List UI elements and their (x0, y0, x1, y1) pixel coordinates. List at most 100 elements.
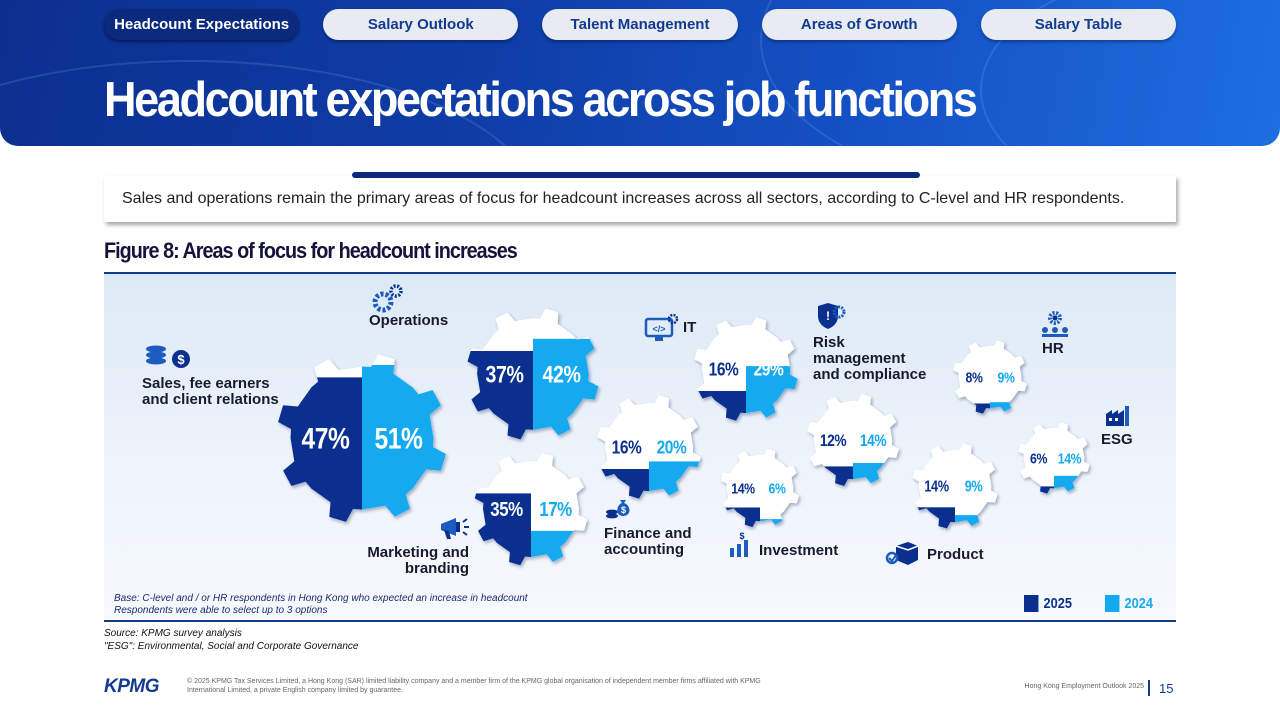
tab-talent-management[interactable]: Talent Management (542, 9, 738, 40)
bar-2024-hr (990, 402, 1027, 414)
gear-body-hr (953, 340, 1027, 414)
gears-person-icon (371, 283, 407, 317)
label-marketing: Marketing and branding (361, 545, 469, 577)
label-marketing-line-2: branding (404, 560, 469, 577)
tab-salary-table[interactable]: Salary Table (980, 9, 1177, 40)
growth-chart-icon: $ (728, 531, 754, 563)
label-risk-line-3: and compliance (813, 366, 927, 383)
value-2024-esg: 14% (1058, 450, 1082, 466)
box-icon (884, 538, 920, 572)
label-finance: Finance and accounting (604, 526, 692, 558)
gear-investment: 14% 6% (720, 448, 800, 528)
value-2025-hr: 8% (966, 369, 983, 385)
source-note: Source: KPMG survey analysis "ESG": Envi… (104, 627, 358, 653)
label-sales-line-2: and client relations (142, 391, 279, 408)
base-note: Base: C-level and / or HR respondents in… (114, 593, 528, 617)
svg-text:$: $ (739, 531, 744, 541)
tab-headcount-expectations[interactable]: Headcount Expectations (104, 9, 300, 40)
label-risk-line-1: Risk (813, 334, 845, 351)
value-2024-operations: 42% (543, 361, 581, 388)
figure-bottom-rule (104, 620, 1176, 622)
svg-text:$: $ (621, 505, 626, 515)
bar-2025-it (694, 391, 746, 421)
value-2025-finance-and-accounting: 16% (612, 436, 642, 458)
tab-areas-of-growth[interactable]: Areas of Growth (761, 9, 957, 40)
bar-2025-investment (720, 507, 760, 528)
legal-notice: © 2025 KPMG Tax Services Limited, a Hong… (187, 678, 761, 694)
figure-title: Figure 8: Areas of focus for headcount i… (104, 238, 518, 263)
people-icon (1040, 310, 1070, 342)
page-title: Headcount expectations across job functi… (104, 73, 978, 127)
legend-label-2024: 2024 (1124, 595, 1153, 612)
legend-swatch-2024 (1105, 595, 1120, 612)
money-bag-icon: $ (604, 494, 634, 526)
value-2024-finance-and-accounting: 20% (657, 436, 687, 458)
base-note-line-2: Respondents were able to select up to 3 … (114, 605, 328, 616)
value-2024-hr: 9% (998, 369, 1015, 385)
value-2024-it: 29% (754, 358, 784, 380)
legend-2025: 2025 (1024, 595, 1072, 612)
publication-name: Hong Kong Employment Outlook 2025 (1024, 683, 1144, 690)
coins-dollar-icon: $ (144, 342, 192, 374)
legend-label-2025: 2025 (1043, 595, 1072, 612)
bar-2025-hr (953, 403, 990, 414)
bar-2024-risk-management-and-compliance (853, 463, 899, 486)
gear-finance-and-accounting: 16% 20% (597, 395, 701, 499)
summary-text: Sales and operations remain the primary … (122, 190, 1125, 207)
factory-icon (1104, 402, 1132, 432)
label-sales: Sales, fee earners and client relations (142, 376, 279, 408)
svg-text:</>: </> (652, 324, 665, 334)
monitor-code-icon: </> (644, 313, 680, 347)
figure-top-rule (104, 272, 1176, 274)
gear-product: 14% 9% (912, 443, 998, 529)
value-2025-product: 14% (924, 478, 949, 495)
value-2024-sales-fee-earners-and-client-relations: 51% (375, 421, 423, 455)
gear-marketing-and-branding: 35% 17% (474, 452, 588, 566)
bar-2024-esg (1054, 475, 1090, 494)
label-it: IT (683, 319, 697, 336)
gear-esg: 6% 14% (1018, 422, 1090, 494)
label-marketing-line-1: Marketing and (367, 544, 469, 561)
bar-2025-risk-management-and-compliance (807, 466, 853, 486)
base-note-line-1: Base: C-level and / or HR respondents in… (114, 593, 528, 604)
label-product: Product (927, 546, 984, 563)
value-2025-investment: 14% (731, 480, 755, 496)
gear-sales-fee-earners-and-client-relations: 47% 51% (278, 354, 446, 522)
label-hr: HR (1042, 340, 1064, 357)
bar-2024-finance-and-accounting (649, 461, 701, 499)
value-2025-operations: 37% (486, 361, 524, 388)
footer-divider (1148, 680, 1150, 696)
svg-text:$: $ (177, 352, 185, 367)
decorative-wave (980, 0, 1280, 146)
bar-2024-operations (533, 338, 599, 440)
gear-body-product (912, 443, 998, 529)
bar-2024-product (955, 515, 998, 529)
source-line-1: Source: KPMG survey analysis (104, 628, 242, 639)
tab-salary-outlook[interactable]: Salary Outlook (323, 9, 519, 40)
value-2024-investment: 6% (769, 480, 786, 496)
value-2025-sales-fee-earners-and-client-relations: 47% (302, 421, 350, 455)
gear-risk-management-and-compliance: 12% 14% (807, 394, 899, 486)
label-sales-line-1: Sales, fee earners (142, 375, 270, 392)
kpmg-logo: KPMG (104, 676, 160, 697)
bar-2025-product (912, 507, 955, 529)
svg-text:!: ! (826, 309, 830, 323)
gear-operations: 37% 42% (467, 308, 599, 440)
label-finance-line-1: Finance and (604, 525, 692, 542)
page-number: 15 (1159, 681, 1174, 696)
summary-accent-bar (352, 172, 920, 178)
bar-2025-esg (1018, 486, 1054, 494)
megaphone-icon (438, 514, 470, 546)
bar-2024-marketing-and-branding (531, 530, 588, 566)
legend-2024: 2024 (1105, 595, 1153, 612)
value-2024-risk-management-and-compliance: 14% (860, 432, 887, 451)
label-risk: Risk management and compliance (813, 335, 926, 383)
label-esg: ESG (1101, 431, 1133, 448)
label-finance-line-2: accounting (604, 541, 685, 558)
shield-gear-icon: ! (815, 302, 849, 336)
value-2025-risk-management-and-compliance: 12% (820, 432, 847, 451)
source-line-2: "ESG": Environmental, Social and Corpora… (104, 641, 359, 652)
section-tabs: Headcount Expectations Salary Outlook Ta… (104, 9, 1177, 41)
gear-it: 16% 29% (694, 317, 798, 421)
